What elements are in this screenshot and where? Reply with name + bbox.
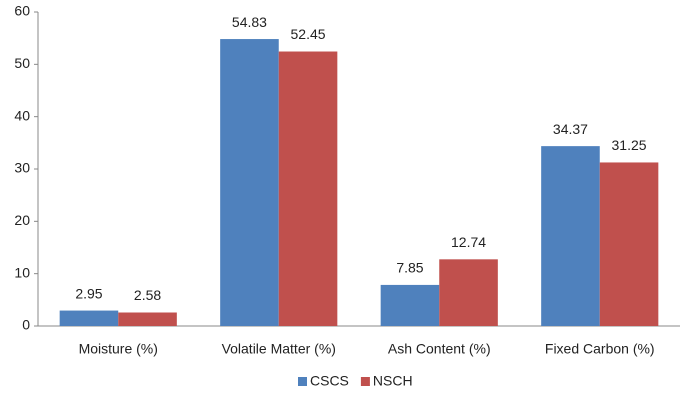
y-tick-label: 0 xyxy=(22,317,30,333)
y-tick-label: 50 xyxy=(14,55,30,71)
data-label: 54.83 xyxy=(232,14,267,30)
data-label: 52.45 xyxy=(291,26,326,42)
legend-swatch xyxy=(298,377,307,386)
x-tick-label: Volatile Matter (%) xyxy=(222,341,336,357)
bar xyxy=(599,162,659,326)
x-tick-label: Fixed Carbon (%) xyxy=(545,341,655,357)
data-label: 2.58 xyxy=(134,287,161,303)
x-tick-label: Ash Content (%) xyxy=(388,341,491,357)
data-label: 31.25 xyxy=(612,137,647,153)
y-tick-label: 10 xyxy=(14,264,30,280)
bar xyxy=(541,146,600,326)
bar xyxy=(439,259,498,326)
legend-swatch xyxy=(360,377,370,386)
bar xyxy=(59,310,119,326)
data-label: 34.37 xyxy=(553,121,588,137)
legend-label: CSCS xyxy=(310,373,349,389)
data-label: 7.85 xyxy=(396,260,423,276)
y-tick-label: 30 xyxy=(14,160,30,176)
data-label: 2.95 xyxy=(75,285,102,301)
bar xyxy=(278,51,338,327)
data-label: 12.74 xyxy=(451,234,486,250)
bar xyxy=(220,39,279,326)
y-tick-label: 20 xyxy=(14,212,30,228)
y-tick-label: 60 xyxy=(14,3,30,19)
y-tick-label: 40 xyxy=(14,107,30,123)
bar xyxy=(118,312,177,326)
legend-label: NSCH xyxy=(373,373,413,389)
x-tick-label: Moisture (%) xyxy=(79,341,158,357)
bar xyxy=(380,284,440,326)
